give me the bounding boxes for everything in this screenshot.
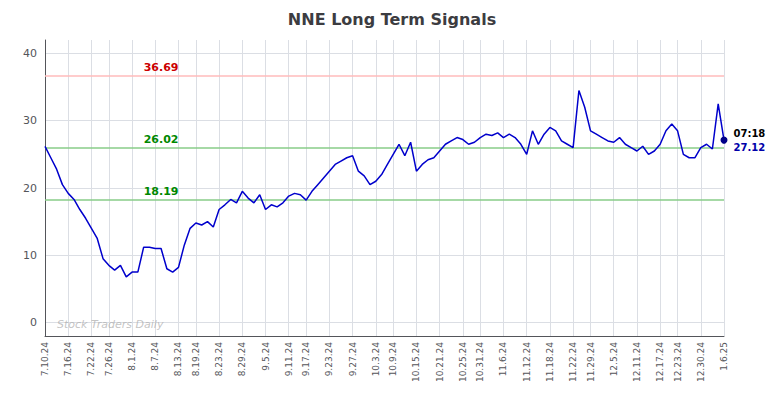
svg-text:12.23.24: 12.23.24 (673, 342, 683, 382)
svg-text:1.6.25: 1.6.25 (719, 342, 729, 371)
svg-text:8.13.24: 8.13.24 (173, 342, 183, 377)
svg-text:12.30.24: 12.30.24 (696, 342, 706, 382)
svg-text:NNE Long Term Signals: NNE Long Term Signals (288, 10, 496, 29)
svg-text:7.26.24: 7.26.24 (104, 342, 114, 377)
svg-text:7.16.24: 7.16.24 (63, 342, 73, 377)
svg-text:9.17.24: 9.17.24 (301, 342, 311, 377)
svg-text:7.10.24: 7.10.24 (40, 342, 50, 377)
svg-text:18.19: 18.19 (144, 185, 179, 198)
svg-text:10.21.24: 10.21.24 (435, 342, 445, 382)
svg-text:0: 0 (30, 316, 37, 329)
svg-text:30: 30 (23, 114, 37, 127)
svg-text:9.5.24: 9.5.24 (261, 342, 271, 371)
svg-text:10: 10 (23, 249, 37, 262)
svg-text:10.9.24: 10.9.24 (388, 342, 398, 377)
svg-text:26.02: 26.02 (144, 133, 179, 146)
svg-text:07:18: 07:18 (734, 128, 766, 139)
svg-text:10.31.24: 10.31.24 (475, 342, 485, 382)
svg-text:8.29.24: 8.29.24 (237, 342, 247, 377)
svg-text:10.15.24: 10.15.24 (411, 342, 421, 382)
svg-text:9.23.24: 9.23.24 (324, 342, 334, 377)
svg-text:12.11.24: 12.11.24 (632, 342, 642, 382)
svg-text:Stock Traders Daily: Stock Traders Daily (57, 318, 164, 331)
svg-text:27.12: 27.12 (734, 142, 766, 153)
svg-text:36.69: 36.69 (144, 61, 179, 74)
svg-text:9.11.24: 9.11.24 (284, 342, 294, 377)
svg-text:11.29.24: 11.29.24 (586, 342, 596, 382)
svg-text:8.1.24: 8.1.24 (127, 342, 137, 371)
svg-text:8.19.24: 8.19.24 (191, 342, 201, 377)
svg-text:12.17.24: 12.17.24 (655, 342, 665, 382)
svg-text:9.27.24: 9.27.24 (348, 342, 358, 377)
svg-text:12.5.24: 12.5.24 (609, 342, 619, 377)
svg-text:8.7.24: 8.7.24 (150, 342, 160, 371)
svg-text:11.12.24: 11.12.24 (522, 342, 532, 382)
svg-text:10.3.24: 10.3.24 (371, 342, 381, 377)
svg-text:40: 40 (23, 47, 37, 60)
svg-text:11.18.24: 11.18.24 (545, 342, 555, 382)
svg-text:7.22.24: 7.22.24 (86, 342, 96, 377)
svg-text:11.22.24: 11.22.24 (568, 342, 578, 382)
svg-text:11.6.24: 11.6.24 (498, 342, 508, 377)
svg-text:20: 20 (23, 182, 37, 195)
svg-text:10.25.24: 10.25.24 (458, 342, 468, 382)
svg-text:8.23.24: 8.23.24 (214, 342, 224, 377)
